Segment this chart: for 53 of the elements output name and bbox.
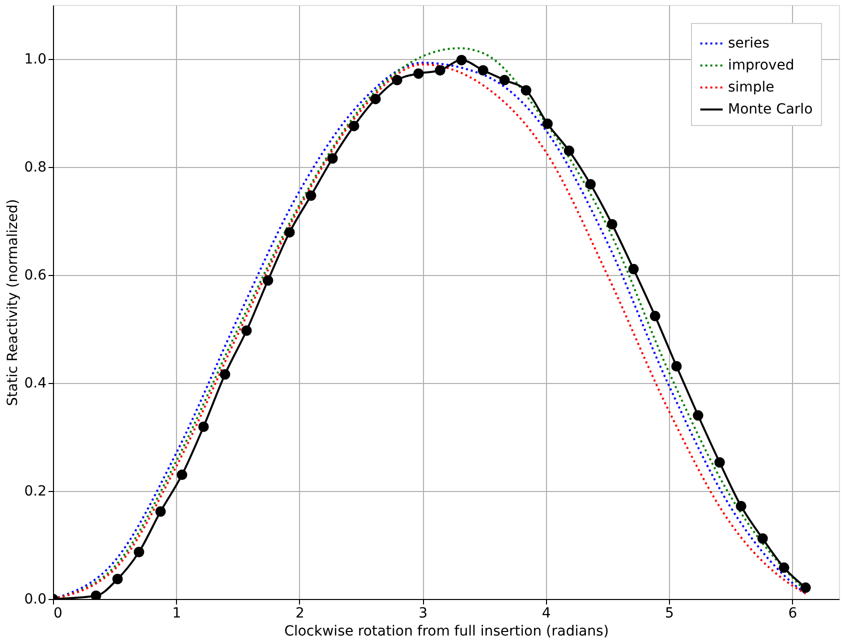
point [736,500,746,512]
x-axis-title: Clockwise rotation from full insertion (radians) [284,624,609,640]
y-tick-label: 0.8 [24,160,46,176]
point [155,506,166,517]
point [134,546,144,558]
y-tick-label: 0.2 [24,484,46,500]
point [413,68,424,79]
point [392,74,402,86]
point [585,179,596,190]
point [456,54,467,66]
legend-label: Monte Carlo [728,102,813,118]
point [714,457,725,468]
x-tick-label: 0 [54,606,62,622]
point [628,264,639,274]
x-tick-label: 2 [295,606,304,622]
y-tick-label: 1.0 [24,52,46,68]
point [241,325,252,336]
y-axis-title: Static Reactivity (normalized) [5,199,22,406]
x-tick-label: 1 [172,606,182,622]
point [650,310,660,322]
x-tick-label: 3 [418,606,428,622]
point [262,275,274,286]
point [520,85,532,96]
y-tick-label: 0.4 [24,376,47,392]
legend-label: simple [728,80,774,96]
point [434,65,446,76]
y-tick-label: 0.6 [24,268,47,284]
point [370,94,381,104]
point [478,65,488,76]
point [564,146,574,156]
point [90,590,102,599]
point [327,153,338,164]
point [606,219,618,230]
x-tick-label: 4 [542,606,551,622]
x-tick-label: 5 [665,606,674,622]
point [176,470,188,480]
point [220,369,230,380]
point [800,582,811,593]
legend-label: improved [728,58,794,74]
point [348,120,360,132]
point [112,574,123,584]
point [198,422,209,432]
point [692,410,704,421]
x-tick-label: 6 [788,606,798,622]
y-tick-label: 0.0 [24,592,46,608]
point [757,533,768,544]
point [306,190,316,201]
legend-label: series [728,36,770,52]
point [542,118,553,130]
point [778,562,790,573]
point [284,227,295,238]
point [671,361,682,372]
point [499,74,510,86]
